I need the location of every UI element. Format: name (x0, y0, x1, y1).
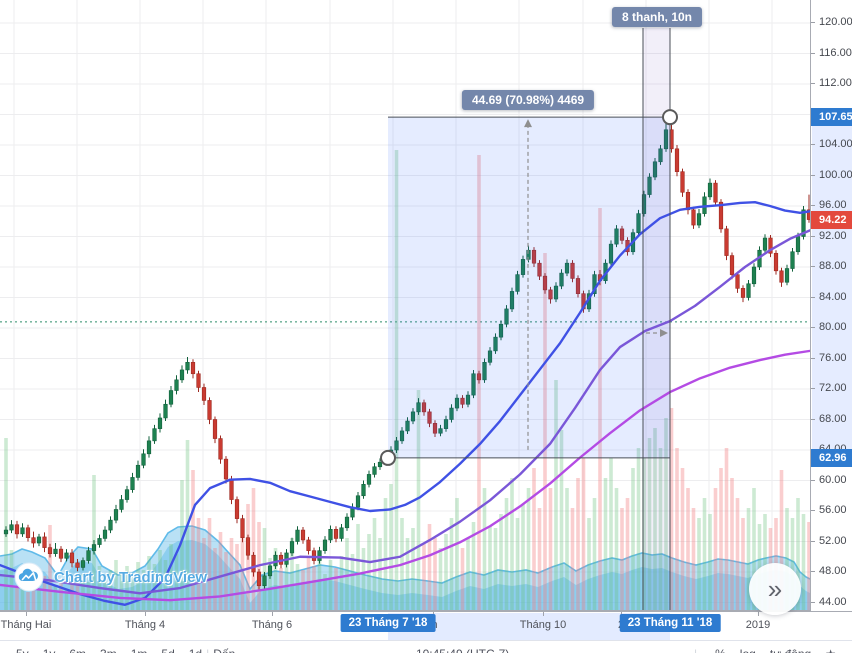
time-tick (272, 612, 273, 616)
last-price-axis-label[interactable]: 94.22 (811, 210, 852, 229)
toolbar-divider: | (694, 647, 697, 653)
price-axis[interactable]: 120.00116.00112.00108.00104.00100.0096.0… (810, 0, 852, 611)
tradingview-logo-icon (14, 562, 44, 592)
time-label: Tháng 4 (124, 619, 166, 631)
range-button-3m[interactable]: 3m (100, 647, 117, 653)
measure-handle[interactable] (380, 449, 396, 466)
measure-region-fills (388, 28, 670, 610)
bottom-toolbar: 5y 1y 6m 3m 1m 5d 1d | Đến 10:45:49 (UTC-7) |%… (0, 642, 852, 653)
range-button-1m[interactable]: 1m (131, 647, 148, 653)
measure-handle[interactable] (662, 109, 678, 126)
measure-date-badge[interactable]: 23 Tháng 11 '18 (619, 614, 721, 632)
moving-average-lines (0, 200, 812, 606)
range-selector: 5y 1y 6m 3m 1m 5d 1d (16, 647, 202, 653)
goto-date-button[interactable]: Đến (213, 647, 235, 653)
time-label: 2019 (745, 619, 771, 631)
time-tick (26, 612, 27, 616)
time-label: Tháng 10 (519, 619, 567, 631)
volume-area-indicator (0, 525, 811, 610)
star-icon[interactable]: ★ (825, 647, 836, 653)
toolbar-divider: | (206, 647, 209, 653)
range-button-1d[interactable]: 1d (189, 647, 202, 653)
time-tick (145, 612, 146, 616)
scale-option-tự-động[interactable]: tự động (770, 647, 811, 653)
time-tick (758, 612, 759, 616)
range-button-1y[interactable]: 1y (43, 647, 56, 653)
scale-option-log[interactable]: log (740, 647, 756, 653)
chart-canvas[interactable] (0, 0, 852, 612)
range-button-5y[interactable]: 5y (16, 647, 29, 653)
measure-date-badge[interactable]: 23 Tháng 7 '18 (340, 614, 436, 632)
range-button-5d[interactable]: 5d (161, 647, 174, 653)
price-axis-measure-highlight (812, 117, 852, 458)
time-label: Tháng 6 (251, 619, 293, 631)
ma-fast-line[interactable] (0, 200, 812, 606)
date-range-measure-badge[interactable]: 8 thanh, 10n (611, 7, 703, 27)
scroll-to-recent-button[interactable]: » (749, 563, 801, 615)
scale-options: |% log tự động ★ (690, 647, 836, 653)
time-label: Tháng Hai (0, 619, 52, 631)
watermark-text: Chart by TradingView (54, 568, 208, 586)
clock-label[interactable]: 10:45:49 (UTC-7) (416, 647, 509, 653)
ma-mid-line[interactable] (0, 229, 812, 595)
tradingview-watermark[interactable]: Chart by TradingView (14, 562, 207, 592)
scale-option-%[interactable]: % (715, 647, 726, 653)
price-range-measure-badge[interactable]: 44.69 (70.98%) 4469 (461, 90, 595, 110)
range-button-6m[interactable]: 6m (69, 647, 86, 653)
measure-high-axis-label[interactable]: 107.65 (811, 108, 852, 127)
double-chevron-right-icon: » (767, 573, 783, 604)
measure-tool-lines[interactable] (380, 28, 678, 610)
ma-slow-line[interactable] (0, 349, 812, 602)
measure-low-axis-label[interactable]: 62.96 (811, 448, 852, 467)
time-tick (543, 612, 544, 616)
